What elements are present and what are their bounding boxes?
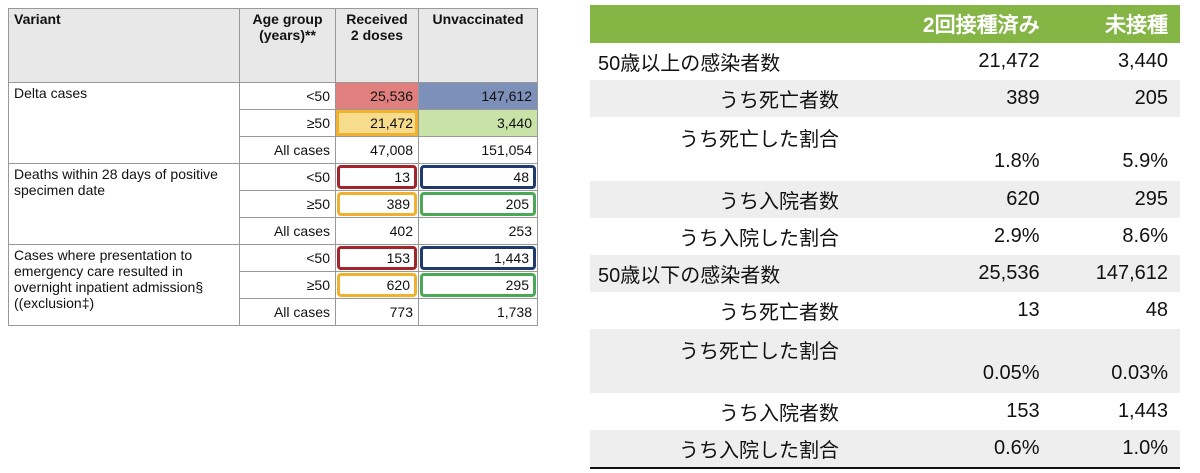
header-cell: Age group (years)** bbox=[239, 8, 336, 83]
header-cell: Received 2 doses bbox=[335, 8, 419, 83]
cell: 151,054 bbox=[418, 136, 538, 164]
cell: 48 bbox=[418, 163, 538, 191]
cell: 13 bbox=[1017, 299, 1040, 321]
cell: <50 bbox=[239, 82, 336, 110]
cell: 253 bbox=[418, 217, 538, 245]
cell: ≥50 bbox=[239, 109, 336, 137]
cell: 0.6% bbox=[864, 430, 1052, 468]
cell: 402 bbox=[335, 217, 419, 245]
cell: 50歳以上の感染者数 bbox=[598, 53, 781, 75]
variant-cell: Deaths within 28 days of positive specim… bbox=[8, 163, 240, 245]
highlight-box: 153 bbox=[337, 246, 417, 270]
header-cell bbox=[590, 5, 864, 43]
cell: 5.9% bbox=[1122, 150, 1168, 172]
variant-cell: Delta cases bbox=[8, 82, 240, 164]
row: 50歳以下の感染者数 25,536 147,612 bbox=[590, 255, 1180, 292]
cell: うち死亡した割合 bbox=[679, 129, 839, 151]
row: うち入院者数 153 1,443 bbox=[590, 393, 1180, 430]
cell: <50 bbox=[239, 163, 336, 191]
cell: 620 bbox=[864, 181, 1052, 218]
cell: 25,536 bbox=[335, 82, 419, 110]
cell: 295 bbox=[418, 271, 538, 299]
cell: 0.05% bbox=[864, 329, 1052, 393]
row: うち入院者数 620 295 bbox=[590, 181, 1180, 218]
cell: 153 bbox=[335, 244, 419, 272]
header-cell: 2回接種済み bbox=[864, 5, 1052, 43]
cell: 25,536 bbox=[864, 255, 1052, 292]
cell: 147,612 bbox=[1051, 255, 1180, 292]
highlight-box: 1,443 bbox=[420, 246, 536, 270]
row: Cases where presentation to emergency ca… bbox=[8, 244, 538, 326]
cell: 620 bbox=[335, 271, 419, 299]
cell: <50 bbox=[239, 244, 336, 272]
cell: 21,472 bbox=[978, 50, 1040, 72]
header-cell: Variant bbox=[8, 8, 240, 83]
cell: 3,440 bbox=[418, 109, 538, 137]
cell: 2.9% bbox=[994, 225, 1040, 247]
cell: 50歳以下の感染者数 bbox=[590, 255, 864, 292]
highlight-box: 620 bbox=[337, 273, 417, 297]
cell: All cases bbox=[239, 298, 336, 326]
highlight-box: 48 bbox=[420, 165, 536, 189]
cell: うち入院者数 bbox=[590, 181, 864, 218]
row: ≥50 21,472 3,440 bbox=[9, 109, 538, 137]
highlight-box: 389 bbox=[337, 192, 417, 216]
cell: 1.8% bbox=[994, 150, 1040, 172]
cell: ≥50 bbox=[239, 271, 336, 299]
cell: 295 bbox=[1051, 181, 1180, 218]
row: うち死亡した割合 0.05% 0.03% bbox=[590, 329, 1180, 393]
cell: 1,443 bbox=[1117, 400, 1168, 422]
row: All cases 773 1,738 bbox=[9, 298, 538, 326]
row: 50歳以上の感染者数 21,472 3,440 bbox=[590, 43, 1180, 80]
cell: 773 bbox=[335, 298, 419, 326]
cell: うち入院した割合 bbox=[679, 228, 839, 250]
row: Delta cases <50 25,536 147,612 bbox=[8, 82, 538, 164]
header-cell: 未接種 bbox=[1051, 5, 1180, 43]
cell: 205 bbox=[418, 190, 538, 218]
row: うち死亡者数 13 48 bbox=[590, 292, 1180, 329]
highlight-box: 205 bbox=[420, 192, 536, 216]
row: All cases 47,008 151,054 bbox=[9, 136, 538, 164]
highlight-box: 295 bbox=[420, 273, 536, 297]
header-row: Variant Age group (years)** Received 2 dos… bbox=[8, 8, 538, 83]
cell: うち死亡した割合 bbox=[590, 329, 864, 393]
row: うち死亡した割合 1.8% 5.9% bbox=[590, 117, 1180, 181]
cell: 21,472 bbox=[335, 109, 419, 137]
cell: 389 bbox=[335, 190, 419, 218]
cell: 1,738 bbox=[418, 298, 538, 326]
cell: うち入院した割合 bbox=[590, 430, 864, 468]
header-row: 2回接種済み 未接種 bbox=[590, 5, 1180, 43]
source-table: Variant Age group (years)** Received 2 dos… bbox=[8, 8, 538, 326]
row: うち入院した割合 2.9% 8.6% bbox=[590, 218, 1180, 255]
cell: 1,443 bbox=[418, 244, 538, 272]
cell: 0.03% bbox=[1051, 329, 1180, 393]
cell: 153 bbox=[1006, 400, 1040, 422]
highlight-box: 13 bbox=[337, 165, 417, 189]
row: All cases 402 253 bbox=[9, 217, 538, 245]
cell: 8.6% bbox=[1122, 225, 1168, 247]
row: Deaths within 28 days of positive specim… bbox=[8, 163, 538, 245]
cell: 205 bbox=[1051, 80, 1180, 117]
cell: All cases bbox=[239, 217, 336, 245]
row: うち入院した割合 0.6% 1.0% bbox=[590, 430, 1180, 468]
cell: ≥50 bbox=[239, 190, 336, 218]
cell: うち死亡者数 bbox=[590, 80, 864, 117]
variant-cell: Cases where presentation to emergency ca… bbox=[8, 244, 240, 326]
cell: 13 bbox=[335, 163, 419, 191]
cell: 1.0% bbox=[1051, 430, 1180, 468]
cell: 147,612 bbox=[418, 82, 538, 110]
row: ≥50 389 205 bbox=[9, 190, 538, 218]
translated-table: 2回接種済み 未接種 50歳以上の感染者数 21,472 3,440 うち死亡者数 389 2… bbox=[590, 5, 1180, 469]
header-cell: Unvaccinated bbox=[418, 8, 538, 83]
cell: うち入院者数 bbox=[719, 403, 839, 425]
cell: 3,440 bbox=[1117, 50, 1168, 72]
cell: All cases bbox=[239, 136, 336, 164]
cell: うち死亡者数 bbox=[719, 302, 839, 324]
cell: 389 bbox=[864, 80, 1052, 117]
cell: 47,008 bbox=[335, 136, 419, 164]
cell: 48 bbox=[1145, 299, 1168, 321]
row: うち死亡者数 389 205 bbox=[590, 80, 1180, 117]
